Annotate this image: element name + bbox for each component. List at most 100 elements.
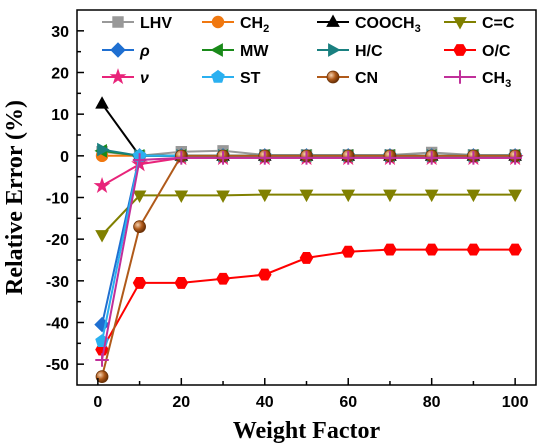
- marker: [424, 243, 439, 256]
- legend-entry: CH3: [444, 70, 511, 90]
- marker: [326, 70, 340, 84]
- legend-label: CH2: [240, 15, 269, 35]
- legend-label: C=C: [482, 15, 515, 32]
- axes-layer: 0 20 40 60 80 100 -50 -40 -30 -20 -10 0 10 20 30: [46, 24, 529, 411]
- y-tick-label: -30: [46, 274, 69, 291]
- marker: [110, 42, 126, 58]
- series-st-9: [95, 148, 522, 348]
- marker: [95, 230, 109, 243]
- marker: [453, 44, 467, 56]
- y-tick-label: -40: [46, 316, 69, 333]
- marker: [299, 189, 314, 203]
- marker: [257, 268, 272, 281]
- marker: [258, 151, 272, 165]
- marker: [424, 151, 439, 165]
- marker: [424, 189, 439, 203]
- legend-entry: CH2: [202, 15, 269, 35]
- marker: [132, 277, 147, 289]
- x-tick-label: 0: [93, 394, 102, 411]
- legend-label: CN: [355, 70, 378, 87]
- marker: [466, 243, 481, 256]
- x-tick-label: 40: [256, 394, 274, 411]
- legend-entry: C=C: [444, 15, 515, 32]
- y-tick-label: -50: [46, 357, 69, 374]
- marker: [109, 68, 127, 85]
- y-tick-label: -10: [46, 191, 69, 208]
- marker: [341, 189, 356, 203]
- y-tick-label: 30: [51, 24, 69, 41]
- series-c-c-3: [95, 189, 522, 243]
- series-layer: [93, 96, 524, 384]
- legend-label: MW: [240, 43, 269, 60]
- series---4: [94, 148, 523, 333]
- marker: [95, 96, 109, 109]
- series-line: [101, 154, 516, 325]
- y-tick-label: 0: [60, 149, 69, 166]
- marker: [341, 151, 355, 165]
- x-axis-title: Weight Factor: [233, 418, 381, 444]
- marker: [211, 69, 225, 83]
- series-line: [101, 193, 516, 236]
- legend-entry: O/C: [444, 43, 511, 60]
- marker: [210, 43, 223, 57]
- marker: [453, 70, 467, 84]
- legend-entry: H/C: [317, 43, 383, 60]
- legend-label: O/C: [482, 43, 511, 60]
- legend-label: CH3: [482, 70, 511, 90]
- marker: [112, 16, 124, 28]
- marker: [466, 151, 481, 165]
- marker: [299, 151, 314, 165]
- legend-entry: CN: [317, 70, 378, 87]
- marker: [299, 252, 314, 264]
- y-axis-title: Relative Error (%): [2, 100, 28, 295]
- legend-entry: ν: [102, 68, 149, 87]
- series-line: [101, 154, 516, 377]
- marker: [383, 243, 397, 256]
- legend-entry: COOCH3: [317, 14, 421, 35]
- marker: [174, 151, 189, 165]
- marker: [132, 190, 147, 203]
- x-tick-label: 60: [339, 394, 357, 411]
- x-tick-label: 100: [502, 394, 529, 411]
- marker: [174, 190, 189, 203]
- y-tick-label: 20: [51, 66, 69, 83]
- marker: [508, 151, 522, 165]
- marker: [328, 43, 341, 57]
- marker: [174, 277, 189, 289]
- series-o-c-7: [95, 243, 522, 356]
- marker: [216, 272, 230, 285]
- marker: [97, 142, 110, 157]
- y-tick-label: 10: [51, 107, 69, 124]
- marker: [257, 189, 272, 203]
- legend: LHV CH2 COOCH3 C=C ρ MW H/C O/C ν ST CN CH3: [102, 14, 515, 90]
- marker: [132, 153, 147, 167]
- marker: [211, 15, 225, 29]
- marker: [95, 353, 109, 367]
- marker: [95, 370, 109, 384]
- legend-label: H/C: [355, 43, 383, 60]
- marker: [383, 151, 397, 165]
- series-line: [101, 248, 516, 351]
- marker: [508, 243, 522, 256]
- legend-label: ST: [240, 70, 261, 87]
- y-tick-label: -20: [46, 232, 69, 249]
- marker: [216, 151, 230, 165]
- marker: [341, 245, 356, 258]
- marker: [453, 17, 467, 30]
- legend-entry: MW: [202, 43, 269, 60]
- x-tick-label: 20: [172, 394, 190, 411]
- series-cn-10: [95, 149, 522, 384]
- series-ch3-11: [95, 151, 522, 367]
- marker: [508, 189, 522, 203]
- series-line: [101, 103, 516, 157]
- legend-entry: ρ: [102, 42, 150, 60]
- marker: [133, 220, 146, 234]
- marker: [326, 14, 340, 27]
- legend-label: ν: [140, 70, 149, 87]
- legend-label: LHV: [140, 15, 172, 32]
- legend-entry: LHV: [102, 15, 172, 32]
- legend-label: ρ: [139, 43, 150, 60]
- marker: [383, 189, 397, 203]
- legend-label: COOCH3: [355, 15, 421, 35]
